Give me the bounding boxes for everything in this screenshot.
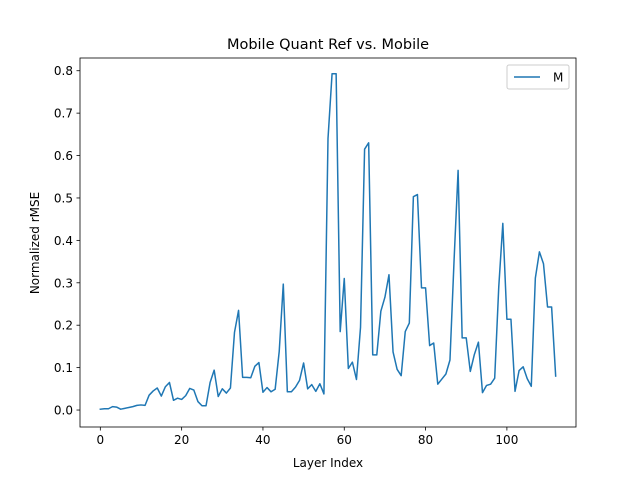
legend-label: M (553, 71, 563, 85)
chart-title: Mobile Quant Ref vs. Mobile (227, 37, 429, 53)
axes-frame (79, 57, 577, 428)
y-tick-label: 0.7 (54, 107, 73, 121)
y-tick-label: 0.6 (54, 149, 73, 163)
y-axis-label: Normalized rMSE (28, 192, 42, 294)
y-tick-label: 0.8 (54, 64, 73, 78)
series-line-M (99, 72, 557, 411)
y-tick-label: 0.1 (54, 361, 73, 375)
x-tick-label: 20 (174, 433, 189, 447)
y-tick-label: 0.3 (54, 276, 73, 290)
plot-area: 0 20 40 60 80 100 0.0 0.1 0.2 0.3 0.4 0.5 0.6 0.7 0.8 M (54, 57, 577, 447)
y-tick-label: 0.0 (54, 404, 73, 418)
x-tick-label: 100 (495, 433, 518, 447)
y-tick-label: 0.4 (54, 234, 73, 248)
x-tick-label: 40 (255, 433, 270, 447)
x-axis-label: Layer Index (293, 456, 363, 470)
x-tick-label: 80 (418, 433, 433, 447)
y-tick-label: 0.5 (54, 191, 73, 205)
x-tick-label: 60 (337, 433, 352, 447)
y-tick-label: 0.2 (54, 319, 73, 333)
x-tick-label: 0 (97, 433, 105, 447)
